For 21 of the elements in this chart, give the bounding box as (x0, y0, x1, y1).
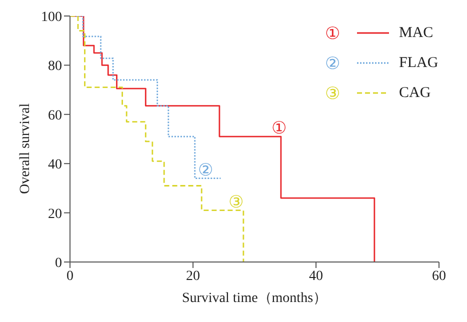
x-axis-title: Survival time（months） (182, 291, 328, 306)
x-tick-label: 0 (66, 268, 74, 284)
annotation: ① (272, 118, 287, 138)
y-tick-label: 0 (55, 256, 62, 271)
text: ③ (325, 84, 340, 102)
x-tick-label: 60 (432, 268, 446, 284)
y-tick-label: 80 (48, 59, 62, 74)
annotation: ③ (228, 192, 244, 212)
legend-label: FLAG (399, 54, 440, 72)
y-tick-label: 20 (48, 206, 62, 222)
x-tick-label: 40 (309, 268, 323, 284)
y-tick-label: 100 (41, 10, 62, 25)
annotation: ② (198, 160, 213, 180)
legend-label: CAG (399, 84, 432, 102)
legend-label: MAC (399, 24, 434, 42)
text: ① (325, 24, 340, 42)
y-tick-label: 40 (48, 158, 62, 173)
x-tick-label: 20 (186, 268, 200, 284)
y-axis-title: Overall survival (18, 103, 33, 194)
y-tick-label: 60 (48, 108, 62, 124)
text: ② (325, 54, 340, 72)
